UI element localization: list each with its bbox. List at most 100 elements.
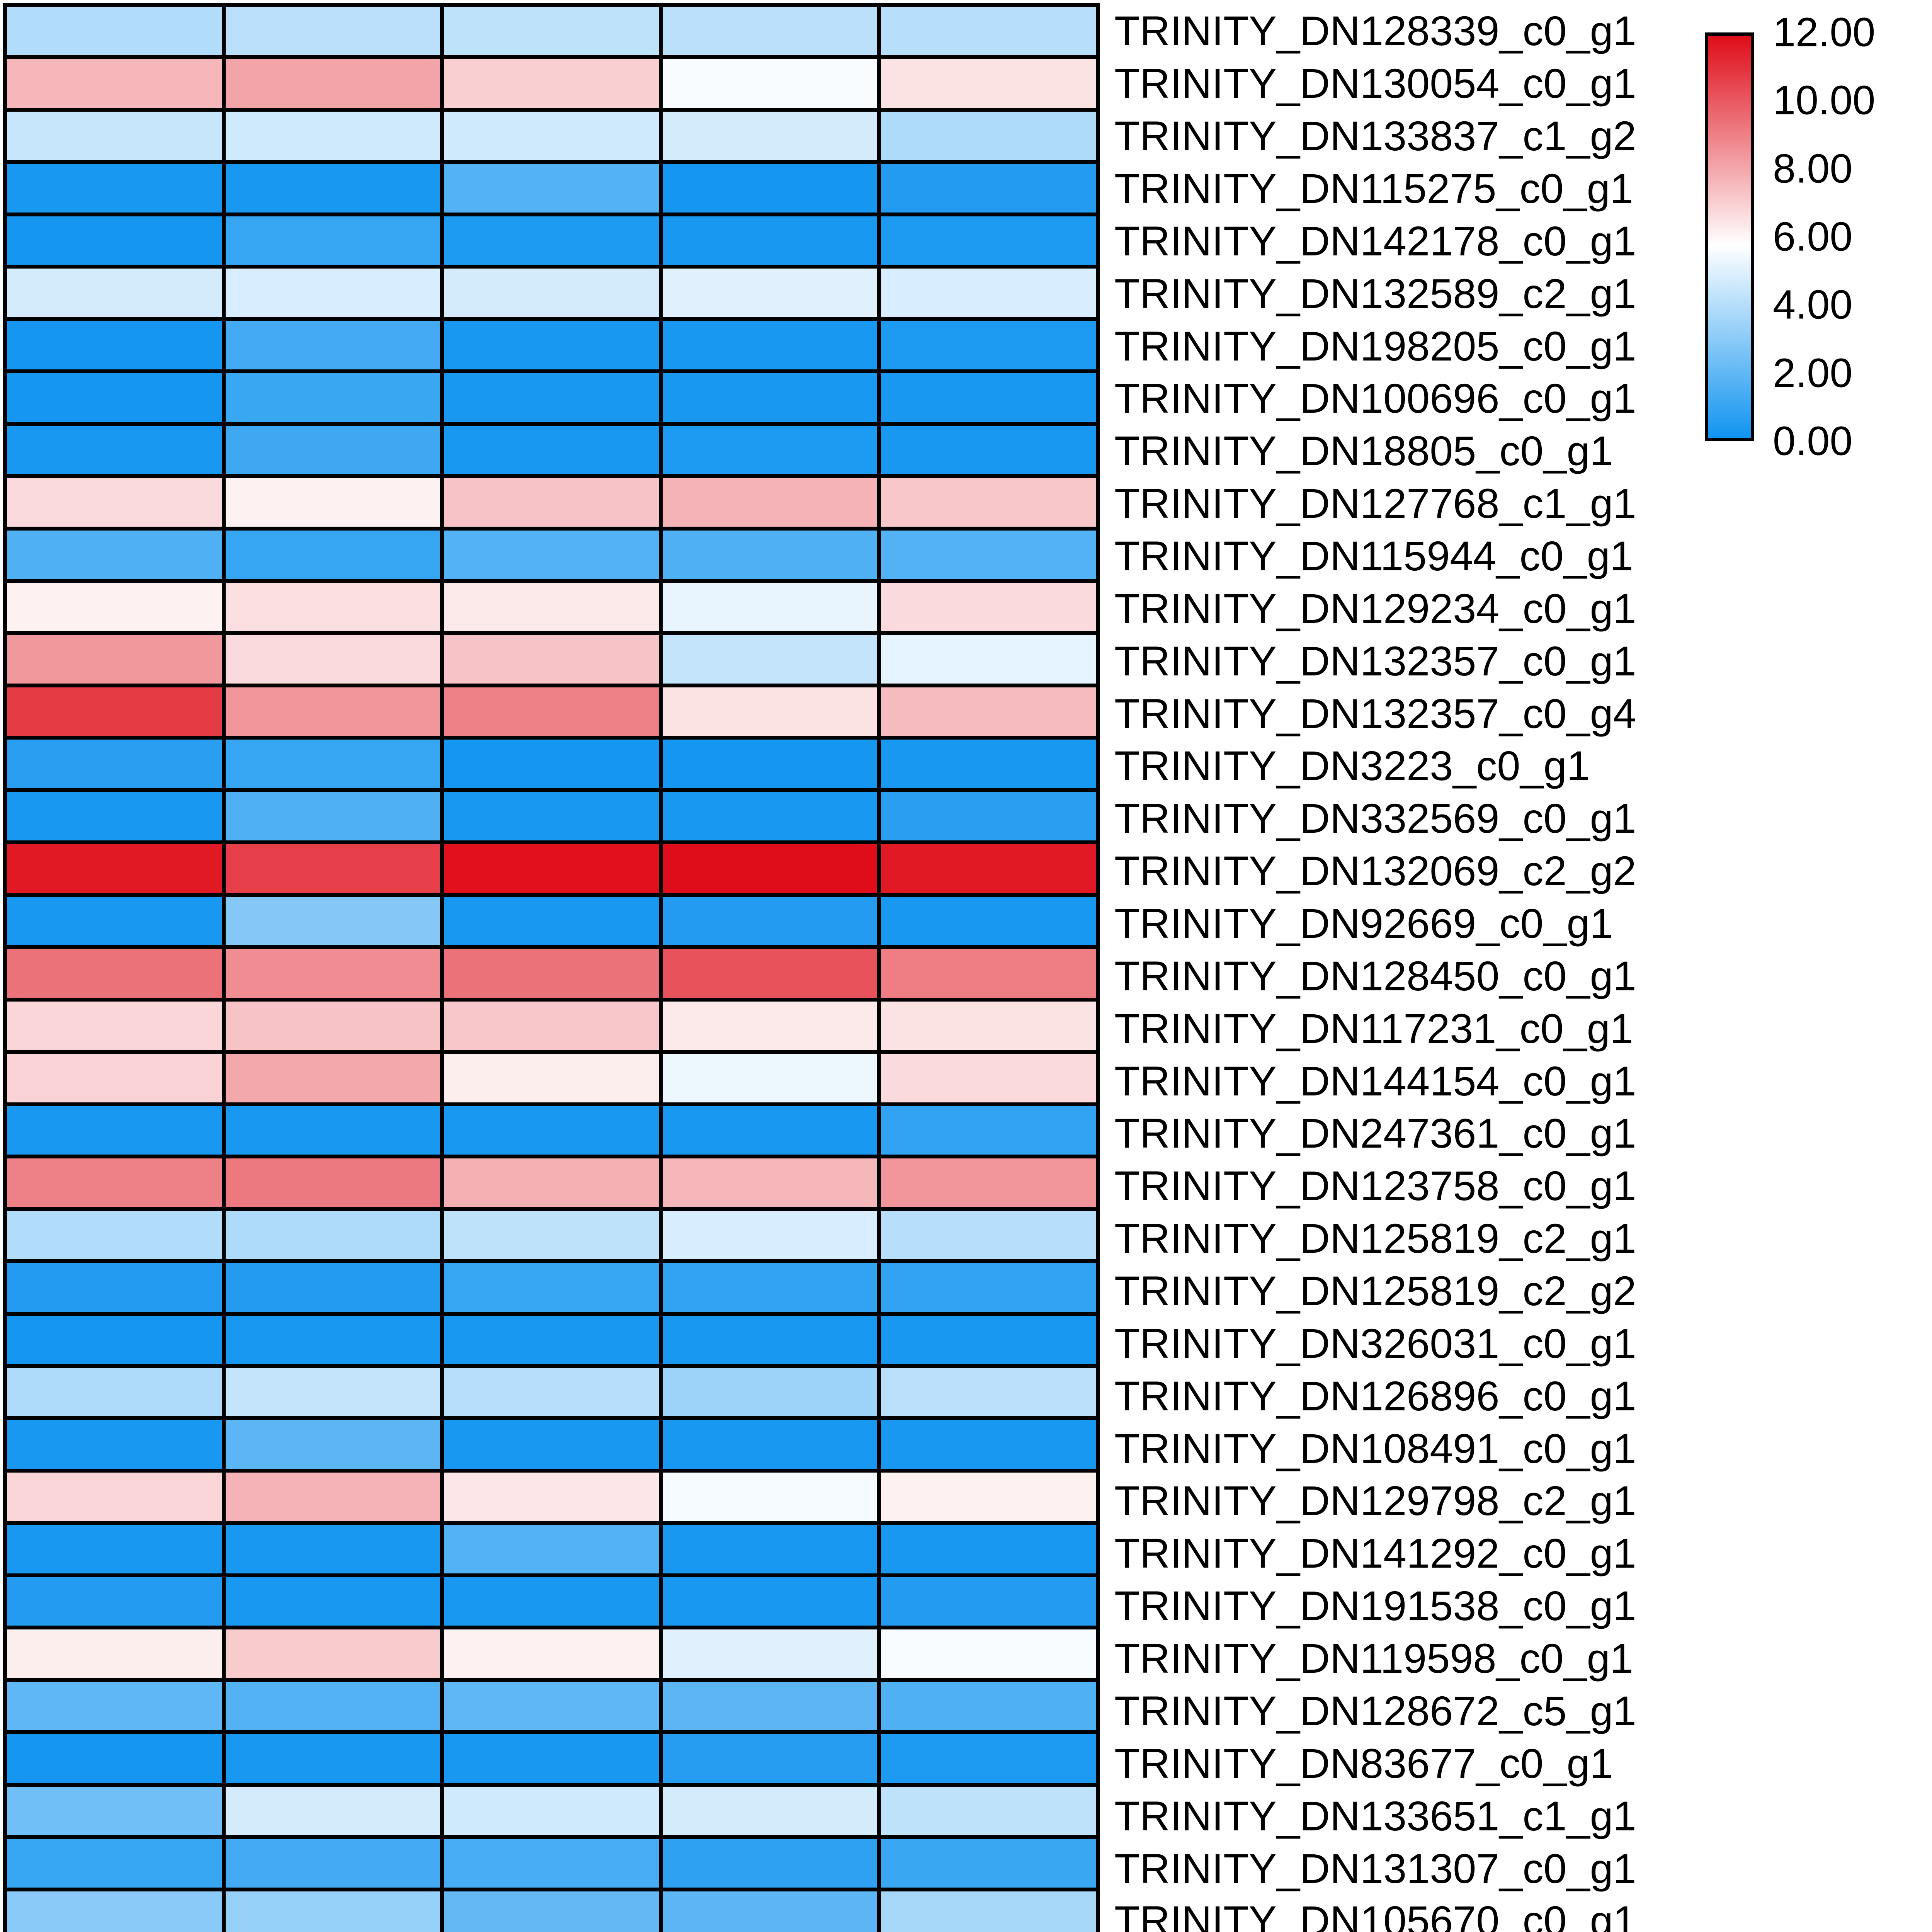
heatmap-cell: [225, 216, 440, 265]
heatmap-cell: [225, 740, 440, 788]
heatmap-cell: [881, 582, 1096, 631]
row-label: TRINITY_DN128339_c0_g1: [1114, 7, 1636, 54]
heatmap-cell: [881, 1734, 1096, 1783]
heatmap-cell: [662, 1734, 878, 1783]
heatmap-cell: [662, 425, 878, 474]
heatmap-cell: [881, 1420, 1096, 1469]
heatmap-cell: [7, 321, 222, 370]
heatmap-cell: [662, 1054, 878, 1102]
row-label: TRINITY_DN129234_c0_g1: [1114, 585, 1636, 632]
heatmap-cell: [444, 269, 659, 317]
row-label: TRINITY_DN125819_c2_g1: [1114, 1215, 1636, 1262]
heatmap-cell: [7, 1054, 222, 1102]
heatmap-cell: [7, 1629, 222, 1678]
heatmap-cell: [662, 321, 878, 370]
heatmap-cell: [7, 1106, 222, 1155]
heatmap-cell: [662, 1263, 878, 1312]
heatmap-cell: [7, 635, 222, 684]
heatmap-cell: [225, 1367, 440, 1417]
heatmap-cell: [444, 844, 659, 893]
heatmap-cell: [881, 896, 1096, 946]
heatmap-cell: [225, 425, 440, 474]
row-label: TRINITY_DN126896_c0_g1: [1114, 1372, 1636, 1419]
heatmap-cell: [444, 687, 659, 736]
heatmap-cell: [881, 1315, 1096, 1364]
heatmap-cell: [7, 1472, 222, 1521]
heatmap-cell: [881, 321, 1096, 370]
heatmap-cell: [225, 687, 440, 736]
row-label: TRINITY_DN92669_c0_g1: [1114, 900, 1613, 947]
row-label: TRINITY_DN3223_c0_g1: [1114, 742, 1590, 789]
heatmap-cell: [444, 1839, 659, 1888]
heatmap-cell: [881, 269, 1096, 317]
heatmap-cell: [225, 635, 440, 684]
row-label: TRINITY_DN141292_c0_g1: [1114, 1530, 1636, 1577]
heatmap-cell: [444, 1367, 659, 1417]
heatmap-cell: [225, 844, 440, 893]
heatmap-cell: [881, 1891, 1096, 1932]
heatmap-cell: [7, 478, 222, 527]
heatmap-cell: [881, 1786, 1096, 1835]
row-label: TRINITY_DN131307_c0_g1: [1114, 1845, 1636, 1892]
heatmap-cell: [444, 1001, 659, 1050]
row-label: TRINITY_DN119598_c0_g1: [1114, 1635, 1633, 1682]
heatmap-cell: [7, 1525, 222, 1573]
heatmap-cell: [7, 269, 222, 317]
heatmap-cell: [881, 111, 1096, 160]
row-label: TRINITY_DN132357_c0_g4: [1114, 690, 1636, 737]
heatmap-cell: [662, 635, 878, 684]
heatmap-cell: [881, 1001, 1096, 1050]
heatmap-cell: [7, 1734, 222, 1783]
row-label: TRINITY_DN100696_c0_g1: [1114, 375, 1636, 422]
row-label: TRINITY_DN332569_c0_g1: [1114, 795, 1636, 842]
heatmap-cell: [662, 478, 878, 527]
colorbar-tick-label: 8.00: [1773, 146, 1853, 192]
row-label: TRINITY_DN247361_c0_g1: [1114, 1110, 1636, 1157]
heatmap-cell: [662, 844, 878, 893]
heatmap-cell: [7, 59, 222, 108]
heatmap-cell: [444, 164, 659, 213]
heatmap-cell: [225, 1158, 440, 1207]
heatmap-cell: [7, 216, 222, 265]
row-label: TRINITY_DN117231_c0_g1: [1114, 1005, 1633, 1052]
heatmap-cell: [662, 1891, 878, 1932]
heatmap-cell: [444, 1420, 659, 1469]
colorbar-tick-label: 12.00: [1773, 9, 1876, 55]
row-label: TRINITY_DN128450_c0_g1: [1114, 952, 1636, 999]
heatmap-cell: [225, 1577, 440, 1626]
heatmap-cell: [444, 582, 659, 631]
heatmap-cell: [7, 164, 222, 213]
colorbar-tick-label: 2.00: [1773, 350, 1853, 396]
heatmap-cell: [444, 1263, 659, 1312]
heatmap-cell: [7, 1001, 222, 1050]
heatmap-cell: [444, 216, 659, 265]
heatmap-cell: [881, 792, 1096, 841]
heatmap-cell: [662, 582, 878, 631]
colorbar-gradient: [1705, 32, 1754, 441]
heatmap-cell: [881, 844, 1096, 893]
heatmap-cell: [444, 1891, 659, 1932]
heatmap-cell: [662, 687, 878, 736]
row-label: TRINITY_DN115944_c0_g1: [1114, 532, 1633, 580]
heatmap-cell: [662, 1525, 878, 1573]
heatmap-cell: [7, 1420, 222, 1469]
heatmap-cell: [225, 321, 440, 370]
heatmap-cell: [881, 740, 1096, 788]
heatmap-cell: [7, 740, 222, 788]
heatmap-cell: [444, 1472, 659, 1521]
heatmap-cell: [7, 7, 222, 56]
heatmap-cell: [881, 478, 1096, 527]
row-label: TRINITY_DN83677_c0_g1: [1114, 1740, 1613, 1787]
heatmap-cell: [444, 1734, 659, 1783]
heatmap-cell: [662, 740, 878, 788]
heatmap-cell: [881, 1682, 1096, 1731]
heatmap-cell: [7, 1367, 222, 1417]
colorbar-tick-label: 0.00: [1773, 418, 1853, 464]
heatmap-cell: [881, 635, 1096, 684]
heatmap-cell: [881, 1577, 1096, 1626]
heatmap-cell: [225, 7, 440, 56]
row-label: TRINITY_DN132589_c2_g1: [1114, 270, 1636, 317]
heatmap-cell: [444, 111, 659, 160]
heatmap-cell: [444, 1525, 659, 1573]
heatmap-cell: [881, 1472, 1096, 1521]
